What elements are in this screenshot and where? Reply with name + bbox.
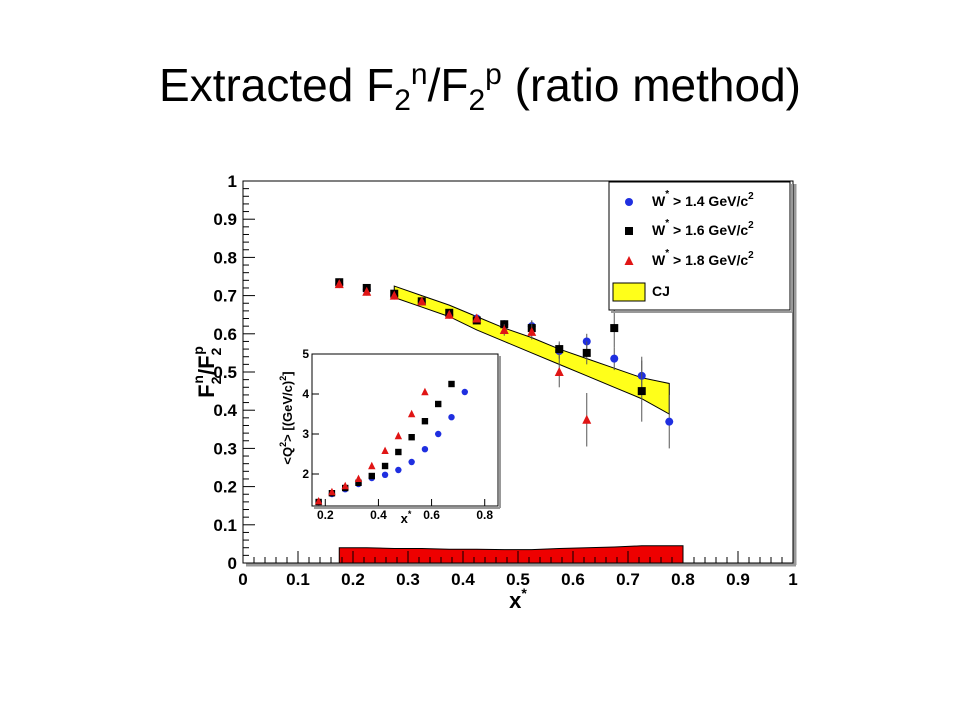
legend-marker-triangle: [624, 256, 634, 265]
x-tick-label: 0.5: [506, 570, 530, 589]
systematic-band: [338, 545, 684, 564]
slide-title: Extracted F2n/F2p (ratio method): [0, 58, 960, 118]
data-point-triangle: [334, 279, 344, 289]
title-sub2: 2: [468, 84, 486, 117]
data-point-triangle: [499, 324, 509, 334]
inset-y-tick-label: 4: [302, 387, 309, 401]
systematic-band-area: [338, 545, 684, 564]
inset-point-circle: [435, 430, 442, 438]
inset-point-circle: [448, 414, 455, 421]
inset-plot: 0.2 0.4 0.6 0.8 2 3 4 5 x* <Q2> [(GeV/c)2]: [278, 347, 501, 526]
y-tick-label: 0.5: [213, 363, 237, 382]
inset-y-tick-label: 3: [302, 427, 309, 441]
data-point-square: [610, 324, 619, 333]
legend-entry-4: CJ: [652, 283, 670, 299]
data-point-square: [555, 345, 564, 354]
title-mid: /F: [427, 59, 469, 111]
x-tick-label: 0.3: [396, 570, 420, 589]
title-pre: Extracted F: [159, 59, 395, 111]
y-tick-label: 0.1: [213, 516, 237, 535]
inset-point-square: [435, 400, 442, 408]
data-point-triangle: [527, 326, 537, 336]
inset-y-tick-label: 2: [302, 467, 309, 481]
x-tick-label: 0.6: [561, 570, 585, 589]
inset-point-triangle: [407, 409, 416, 418]
title-post: (ratio method): [501, 59, 801, 111]
legend-marker-square: [625, 227, 633, 235]
x-tick-label: 0.1: [286, 570, 310, 589]
data-point-triangle: [362, 286, 372, 296]
inset-point-circle: [395, 466, 402, 474]
inset-point-square: [368, 472, 375, 480]
inset-point-circle: [408, 458, 415, 466]
x-tick-label: 0.9: [726, 570, 750, 589]
title-sup2: p: [485, 58, 502, 91]
inset-x-tick-label: 0.6: [423, 508, 440, 522]
legend-marker-circle: [625, 198, 633, 206]
data-point-circle: [665, 417, 674, 426]
inset-x-tick-label: 0.8: [476, 508, 493, 522]
inset-point-triangle: [381, 446, 389, 454]
title-sup1: n: [410, 58, 428, 91]
inset-point-square: [421, 418, 429, 425]
inset-point-square: [408, 434, 415, 441]
main-ylabel: F2n/F2p: [190, 346, 224, 398]
inset-point-square: [355, 479, 362, 486]
inset-point-triangle: [394, 431, 403, 440]
main-xlabel: x*: [509, 585, 527, 613]
inset-point-triangle: [368, 461, 376, 470]
y-tick-label: 0.2: [213, 478, 237, 497]
inset-ylabel: <Q2> [(GeV/c)2]: [278, 371, 295, 464]
x-tick-label: 0: [238, 570, 247, 589]
inset-point-triangle: [314, 497, 323, 505]
legend-marker-box: [612, 282, 646, 302]
inset-point-square: [448, 380, 455, 388]
data-point-triangle: [444, 309, 454, 319]
legend-entry-2: W* > 1.6 GeV/c2: [652, 218, 754, 238]
y-tick-label: 0.3: [213, 439, 237, 458]
data-point-square: [582, 348, 591, 357]
x-tick-label: 0.2: [341, 570, 365, 589]
data-point-triangle: [554, 367, 564, 376]
inset-x-tick-label: 0.2: [317, 508, 334, 522]
inset-point-circle: [461, 388, 468, 396]
inset-point-triangle: [421, 387, 429, 396]
data-point-square: [637, 387, 646, 396]
inset-point-triangle: [354, 474, 363, 482]
y-tick-label: 0.7: [213, 287, 237, 306]
data-point-triangle: [417, 296, 427, 306]
x-tick-label: 0.8: [671, 570, 695, 589]
data-point-triangle: [389, 290, 399, 300]
x-tick-label: 1: [788, 570, 797, 589]
y-tick-label: 0.6: [213, 325, 237, 344]
y-tick-label: 0: [228, 554, 237, 573]
legend-entry-1: W* > 1.4 GeV/c2: [652, 189, 754, 209]
inset-y-tick-label: 5: [302, 347, 309, 361]
inset-point-square: [381, 462, 389, 470]
y-tick-label: 0.8: [213, 248, 237, 267]
inset-point-square: [395, 448, 402, 456]
inset-x-tick-label: 0.4: [370, 508, 387, 522]
inset-point-triangle: [341, 481, 349, 490]
main-axes: 0 0.1 0.2 0.3 0.4 0.5 0.6 0.7 0.8 0.9 1 0 0.1 0.2 0.3 0…: [213, 172, 797, 589]
y-tick-label: 1: [228, 172, 237, 191]
data-point-triangle: [582, 414, 592, 424]
legend: W* > 1.4 GeV/c2 W* > 1.6 GeV/c2 W* > 1.8…: [608, 181, 793, 313]
y-tick-label: 0.9: [213, 210, 237, 229]
inset-point-triangle: [328, 487, 336, 496]
title-sub1: 2: [394, 84, 411, 117]
x-tick-label: 0.7: [616, 570, 640, 589]
inset-point-circle: [381, 471, 389, 478]
data-point-circle: [610, 354, 619, 363]
main-points: [334, 278, 674, 449]
inset-point-circle: [421, 446, 429, 453]
legend-entry-3: W* > 1.8 GeV/c2: [652, 248, 754, 268]
data-point-triangle: [472, 313, 482, 323]
inset-xlabel: x*: [401, 509, 412, 526]
x-tick-label: 0.4: [451, 570, 475, 589]
y-tick-label: 0.4: [213, 401, 237, 420]
